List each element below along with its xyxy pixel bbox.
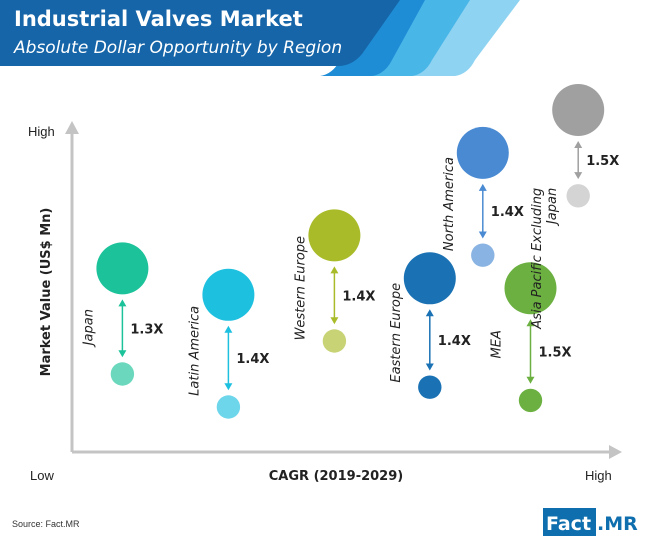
growth-arrow-head-top-latin-america <box>224 325 233 333</box>
region-label-japan: Japan <box>81 309 96 348</box>
multiplier-label-north-america: 1.4X <box>491 205 524 220</box>
multiplier-label-eastern-europe: 1.4X <box>438 334 471 349</box>
region-label-latin-america: Latin America <box>187 306 202 396</box>
region-label-north-america: North America <box>442 157 457 251</box>
y-axis-arrow <box>65 121 79 134</box>
growth-arrow-head-top-western-europe <box>330 266 339 274</box>
multiplier-label-mea: 1.5X <box>539 345 572 360</box>
chart-title: Industrial Valves Market <box>14 7 303 31</box>
chart-marks: 1.3X Japan 1.4X Latin America 1.4X Western Eu… <box>81 84 619 419</box>
logo-text-fact: Fact <box>546 513 591 535</box>
bubble-end-north-america <box>456 126 509 179</box>
bubble-end-eastern-europe <box>403 252 456 305</box>
bubble-start-mea <box>518 388 543 413</box>
growth-arrow-head-bottom-north-america <box>478 231 487 239</box>
series-eastern-europe: 1.4X Eastern Europe <box>389 252 471 399</box>
growth-arrow-head-bottom-eastern-europe <box>425 363 434 371</box>
growth-arrow-head-bottom-japan <box>118 350 127 358</box>
region-label-western-europe: Western Europe <box>293 236 308 340</box>
series-latin-america: 1.4X Latin America <box>187 268 269 419</box>
growth-arrow-head-bottom-mea <box>526 376 535 384</box>
bubble-end-latin-america <box>202 268 255 321</box>
growth-arrow-head-top-north-america <box>478 183 487 191</box>
x-axis-high-label: High <box>585 468 612 483</box>
multiplier-label-latin-america: 1.4X <box>236 352 269 367</box>
x-axis-arrow <box>609 445 622 459</box>
logo-text-mr: .MR <box>597 513 638 535</box>
series-japan: 1.3X Japan <box>81 242 163 386</box>
growth-arrow-head-top-mea <box>526 319 535 327</box>
bubble-end-western-europe <box>308 209 361 262</box>
bubble-end-asia-pacific-excluding-japan <box>552 84 605 136</box>
growth-arrow-head-top-japan <box>118 299 127 307</box>
series-mea: 1.5X MEA <box>490 262 572 413</box>
series-north-america: 1.4X North America <box>442 126 524 267</box>
multiplier-label-japan: 1.3X <box>130 322 163 337</box>
bubble-start-asia-pacific-excluding-japan <box>566 184 590 208</box>
multiplier-label-asia-pacific-excluding-japan: 1.5X <box>586 154 619 169</box>
y-axis-high-label: High <box>28 124 55 139</box>
series-western-europe: 1.4X Western Europe <box>293 209 375 353</box>
region-label-asia-pacific-excluding-japan-line2: Japan <box>545 188 560 227</box>
region-label-eastern-europe: Eastern Europe <box>389 283 404 383</box>
multiplier-label-western-europe: 1.4X <box>342 289 375 304</box>
header-background <box>0 0 400 66</box>
bubble-end-japan <box>96 242 149 295</box>
bubble-start-latin-america <box>216 395 241 419</box>
region-label-asia-pacific-excluding-japan: Asia Pacific Excluding <box>530 188 545 330</box>
x-axis-title: CAGR (2019-2029) <box>269 469 403 484</box>
bubble-start-eastern-europe <box>418 375 442 399</box>
bubble-start-western-europe <box>322 329 347 353</box>
growth-arrow-head-bottom-western-europe <box>330 317 339 325</box>
series-asia-pacific-excluding-japan: 1.5X Asia Pacific Excluding Japan <box>530 84 619 330</box>
logo-box <box>543 508 596 536</box>
growth-arrow-head-bottom-latin-america <box>224 383 233 391</box>
bubble-end-mea <box>504 262 557 315</box>
axes: High Low High CAGR (2019-2029) Market Va… <box>28 121 622 484</box>
header-banner: Industrial Valves Market Absolute Dollar… <box>0 0 520 76</box>
growth-arrow-head-top-eastern-europe <box>425 309 434 317</box>
growth-arrow-head-bottom-asia-pacific-excluding-japan <box>574 172 583 180</box>
bubble-start-north-america <box>471 243 495 267</box>
region-label-mea: MEA <box>490 330 505 358</box>
bubble-start-japan <box>110 362 135 386</box>
chart-subtitle: Absolute Dollar Opportunity by Region <box>13 38 342 58</box>
growth-arrow-head-top-asia-pacific-excluding-japan <box>574 141 583 148</box>
y-axis-title: Market Value (US$ Mn) <box>39 208 54 377</box>
x-axis-low-label: Low <box>30 468 54 483</box>
footer: Source: Fact.MR Fact .MR <box>12 508 638 536</box>
source-note: Source: Fact.MR <box>12 519 80 529</box>
